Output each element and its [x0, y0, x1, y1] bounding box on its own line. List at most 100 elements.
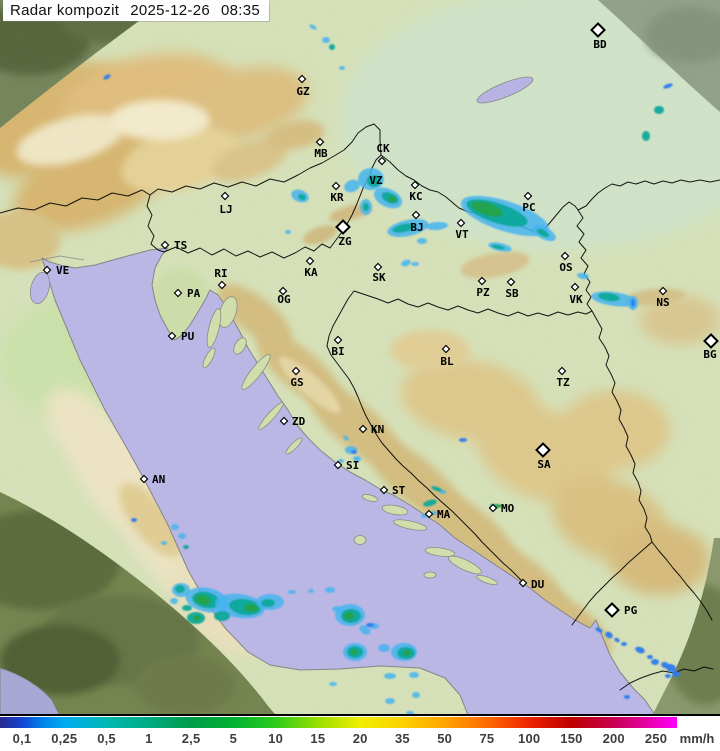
city-marker-icon — [560, 251, 570, 261]
city-SB: SB — [505, 277, 519, 300]
precipitation-blob — [366, 623, 374, 627]
city-label: TZ — [556, 376, 570, 389]
precipitation-blob — [417, 238, 427, 244]
city-marker-icon — [335, 219, 351, 235]
city-BG: BG — [703, 333, 719, 361]
precipitation-blob — [351, 450, 357, 454]
scale-tick-label: 5 — [229, 731, 238, 746]
city-GS: GS — [290, 366, 304, 389]
city-TZ: TZ — [556, 366, 570, 389]
city-SA: SA — [535, 442, 551, 471]
precipitation-blob — [103, 74, 111, 80]
precipitation-blob — [332, 606, 342, 612]
city-label: BI — [331, 345, 344, 358]
precipitation-blob — [614, 637, 620, 643]
city-VK: VK — [569, 282, 583, 306]
city-marker-icon — [410, 180, 420, 190]
city-KR: KR — [330, 181, 344, 204]
city-label: MB — [314, 147, 328, 160]
city-TS: TS — [160, 239, 187, 252]
precipitation-blob — [183, 545, 189, 549]
city-marker-icon — [173, 288, 183, 298]
precipitation-blob — [401, 259, 411, 267]
city-label: BG — [703, 348, 717, 361]
city-marker-icon — [333, 460, 343, 470]
city-label: KN — [371, 423, 384, 436]
city-marker-icon — [488, 503, 498, 513]
city-marker-icon — [217, 280, 227, 290]
city-label: SI — [346, 459, 359, 472]
city-PG: PG — [604, 602, 638, 618]
city-marker-icon — [658, 286, 668, 296]
city-marker-icon — [424, 509, 434, 519]
terrain-texture — [0, 0, 720, 714]
precipitation-blob — [605, 631, 613, 639]
city-label: BJ — [410, 221, 423, 234]
precipitation-layer — [103, 24, 680, 714]
precipitation-blob — [171, 524, 179, 530]
precipitation-blob — [577, 272, 589, 280]
city-VT: VT — [455, 218, 469, 241]
precipitation-blob — [392, 223, 416, 233]
precipitation-blob — [175, 585, 185, 593]
scale-tick-label: 150 — [560, 731, 583, 746]
city-AN: AN — [139, 473, 165, 486]
scale-tick-label: 2,5 — [181, 731, 201, 746]
city-label: VT — [455, 228, 469, 241]
city-marker-icon — [377, 156, 387, 166]
city-marker-icon — [570, 282, 580, 292]
precipitation-blob — [621, 642, 627, 646]
precipitation-blob — [343, 435, 349, 441]
city-PZ: PZ — [476, 276, 490, 299]
precipitation-blob — [403, 650, 411, 656]
city-marker-icon — [160, 240, 170, 250]
scale-tick-label: 100 — [518, 731, 541, 746]
city-label: VE — [56, 264, 69, 277]
city-ZD: ZD — [279, 415, 306, 428]
city-MA: MA — [424, 508, 451, 521]
precipitation-blob — [651, 659, 659, 665]
precipitation-blob — [261, 599, 275, 607]
precipitation-blob — [624, 695, 630, 699]
precipitation-blob — [178, 533, 186, 539]
city-SI: SI — [333, 459, 359, 472]
precipitation-blob — [412, 692, 420, 698]
city-marker-icon — [278, 286, 288, 296]
city-label: LJ — [219, 203, 232, 216]
city-CK: CK — [376, 142, 390, 166]
precipitation-blob — [378, 644, 390, 652]
precipitation-blob — [635, 646, 645, 654]
city-marker-icon — [590, 22, 606, 38]
precipitation-blob — [131, 518, 137, 522]
precipitation-blob — [285, 230, 291, 234]
precipitation-blob — [322, 37, 330, 43]
precipitation-blob — [288, 590, 296, 594]
scale-unit-label: mm/h — [679, 731, 715, 746]
city-label: MO — [501, 502, 515, 515]
precipitation-blob — [338, 459, 344, 463]
scale-tick-label: 0,1 — [12, 731, 32, 746]
city-label: VK — [569, 293, 583, 306]
city-label: GS — [290, 376, 303, 389]
precipitation-blob — [409, 672, 419, 678]
city-label: ST — [392, 484, 406, 497]
city-label: PU — [181, 330, 195, 343]
precipitation-blob — [329, 44, 335, 50]
city-LJ: LJ — [219, 191, 233, 216]
city-marker-icon — [535, 442, 551, 458]
precipitation-blob — [385, 698, 395, 704]
city-label: AN — [152, 473, 165, 486]
precipitation-blob — [672, 671, 680, 677]
city-label: MA — [437, 508, 451, 521]
city-MB: MB — [314, 137, 328, 160]
precipitation-blob — [647, 655, 653, 659]
scale-tick-label: 75 — [479, 731, 495, 746]
scale-labels: 0,1 0,25 0,5 1 2,5 5 10 15 20 35 50 75 100 150 200 250 m… — [0, 729, 720, 749]
title-date: 2025-12-26 — [130, 2, 210, 19]
precipitation-blob — [325, 587, 335, 593]
city-marker-icon — [411, 210, 421, 220]
city-marker-icon — [523, 191, 533, 201]
intensity-scale: 0,1 0,25 0,5 1 2,5 5 10 15 20 35 50 75 100 150 200 250 m… — [0, 716, 720, 751]
precipitation-blob — [309, 24, 317, 30]
city-KC: KC — [409, 180, 423, 203]
